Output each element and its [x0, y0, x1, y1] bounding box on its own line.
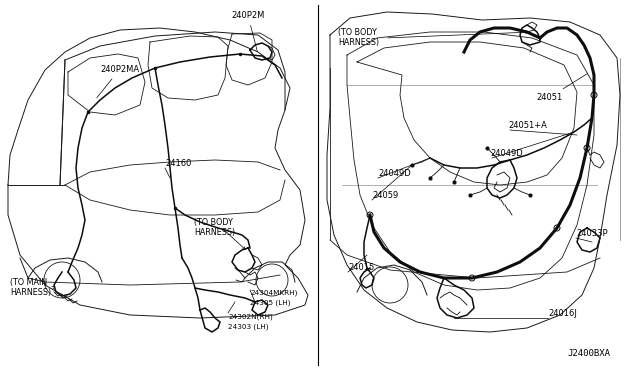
Text: 240P2M: 240P2M: [231, 11, 265, 51]
Text: 240P2MA: 240P2MA: [97, 65, 139, 98]
Text: HARNESS): HARNESS): [338, 38, 379, 47]
Text: (TO MAIN: (TO MAIN: [10, 278, 47, 287]
Text: 24051: 24051: [536, 74, 588, 102]
Text: 24305 (LH): 24305 (LH): [250, 300, 291, 307]
Text: 24160: 24160: [165, 159, 191, 168]
Text: 24015: 24015: [348, 263, 374, 272]
Text: (TO BODY: (TO BODY: [338, 28, 377, 37]
Text: (TO BODY: (TO BODY: [194, 218, 233, 227]
Text: 24049D: 24049D: [378, 169, 411, 178]
Text: 24049D: 24049D: [490, 149, 523, 158]
Text: HARNESS): HARNESS): [194, 228, 235, 237]
Text: 24016J: 24016J: [548, 309, 577, 318]
Text: 24051+A: 24051+A: [508, 121, 547, 130]
Text: 24033P: 24033P: [576, 229, 607, 238]
Text: 24303 (LH): 24303 (LH): [228, 323, 269, 330]
Text: HARNESS): HARNESS): [10, 288, 51, 297]
Text: 24304MKRH): 24304MKRH): [250, 290, 298, 296]
Text: 24059: 24059: [372, 191, 398, 200]
Text: 24302N(RH): 24302N(RH): [228, 313, 273, 320]
Text: J2400BXA: J2400BXA: [567, 349, 610, 358]
